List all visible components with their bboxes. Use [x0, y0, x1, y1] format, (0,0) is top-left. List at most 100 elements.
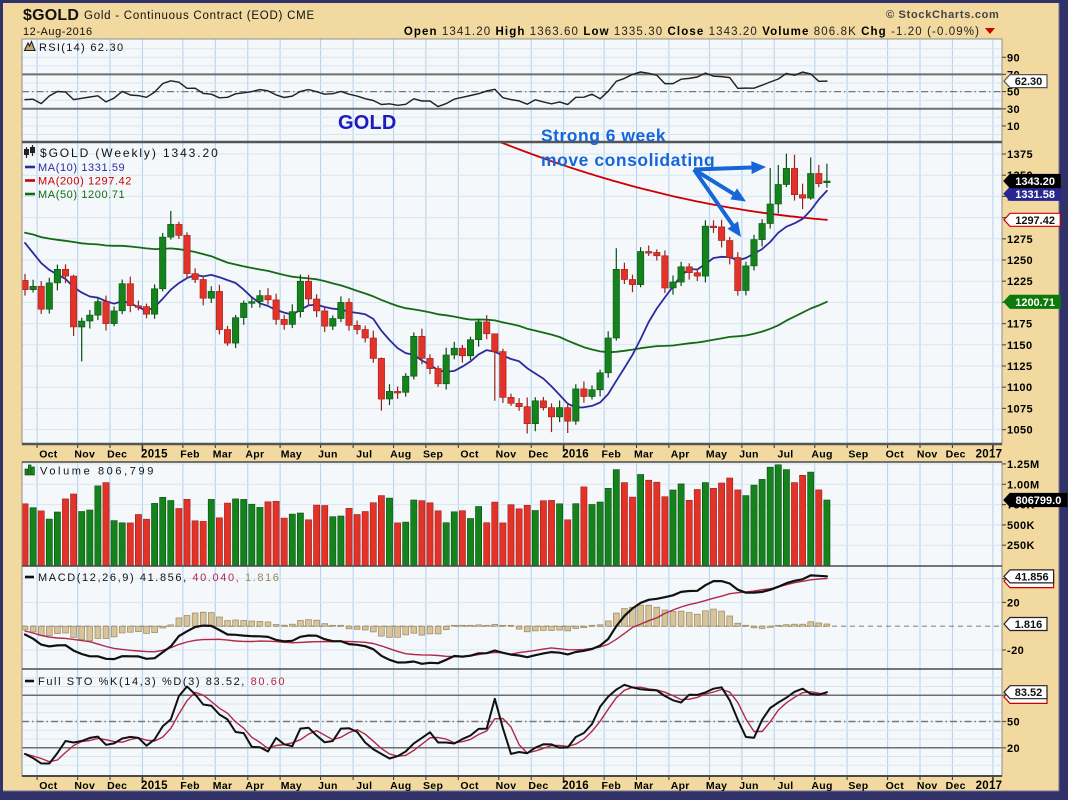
svg-text:Oct: Oct: [460, 780, 479, 792]
svg-text:MACD(12,26,9) 41.856, 40.040,: MACD(12,26,9) 41.856, 40.040, 1.816: [38, 572, 281, 584]
svg-text:Feb: Feb: [180, 449, 200, 461]
svg-text:2016: 2016: [562, 780, 589, 792]
svg-text:Jun: Jun: [739, 780, 759, 792]
svg-text:Sep: Sep: [848, 449, 868, 461]
svg-text:Oct: Oct: [886, 449, 905, 461]
svg-text:Oct: Oct: [39, 449, 58, 461]
svg-text:Jul: Jul: [777, 780, 793, 792]
svg-text:Open 1341.20 High 1363.60 Lo: Open 1341.20 High 1363.60 Low 1335.30 Cl…: [404, 26, 980, 38]
svg-text:2015: 2015: [141, 780, 168, 792]
svg-text:2017: 2017: [976, 780, 1003, 792]
svg-text:2016: 2016: [562, 449, 589, 461]
svg-text:MA(10) 1331.59: MA(10) 1331.59: [38, 162, 125, 174]
svg-text:1.816: 1.816: [1015, 619, 1043, 631]
svg-text:1200.71: 1200.71: [1015, 297, 1055, 309]
svg-text:62.30: 62.30: [1015, 76, 1043, 88]
svg-text:1297.42: 1297.42: [1015, 215, 1055, 227]
svg-text:Nov: Nov: [496, 449, 517, 461]
svg-text:Dec: Dec: [107, 780, 127, 792]
svg-text:1343.20: 1343.20: [1015, 176, 1055, 188]
svg-text:Jun: Jun: [739, 449, 759, 461]
svg-text:Apr: Apr: [245, 780, 264, 792]
svg-text:Nov: Nov: [496, 780, 517, 792]
svg-text:Jun: Jun: [318, 449, 338, 461]
svg-text:© StockCharts.com: © StockCharts.com: [886, 9, 1000, 21]
svg-text:Apr: Apr: [671, 449, 690, 461]
svg-text:Apr: Apr: [245, 449, 264, 461]
svg-text:Nov: Nov: [917, 449, 938, 461]
svg-text:250K: 250K: [1007, 540, 1035, 552]
svg-text:May: May: [281, 780, 302, 792]
svg-text:Feb: Feb: [180, 780, 200, 792]
svg-text:1275: 1275: [1007, 234, 1033, 246]
svg-text:Jul: Jul: [777, 449, 793, 461]
svg-text:1.00M: 1.00M: [1007, 479, 1040, 491]
svg-text:1125: 1125: [1007, 361, 1032, 373]
svg-text:Nov: Nov: [917, 780, 938, 792]
svg-text:Aug: Aug: [390, 780, 411, 792]
svg-text:1375: 1375: [1007, 149, 1033, 161]
svg-text:$GOLD: $GOLD: [23, 7, 79, 24]
svg-text:Aug: Aug: [811, 449, 832, 461]
svg-text:1225: 1225: [1007, 276, 1033, 288]
svg-text:GOLD: GOLD: [338, 112, 397, 134]
svg-text:1150: 1150: [1007, 340, 1032, 352]
svg-text:Dec: Dec: [107, 449, 127, 461]
svg-text:Jul: Jul: [356, 449, 372, 461]
svg-text:Dec: Dec: [946, 449, 966, 461]
svg-text:move consolidating: move consolidating: [541, 150, 715, 170]
svg-text:Mar: Mar: [634, 780, 654, 792]
svg-text:1075: 1075: [1007, 403, 1033, 415]
svg-text:500K: 500K: [1007, 520, 1035, 532]
svg-text:Dec: Dec: [528, 449, 548, 461]
svg-text:2015: 2015: [141, 449, 168, 461]
svg-text:MA(200) 1297.42: MA(200) 1297.42: [38, 176, 132, 188]
svg-text:Feb: Feb: [602, 780, 622, 792]
svg-text:Apr: Apr: [671, 780, 690, 792]
svg-text:1100: 1100: [1007, 382, 1032, 394]
svg-text:RSI(14) 62.30: RSI(14) 62.30: [39, 42, 124, 54]
svg-text:Nov: Nov: [74, 449, 95, 461]
svg-text:806799.0: 806799.0: [1015, 495, 1061, 507]
svg-text:-20: -20: [1007, 645, 1024, 657]
svg-text:Mar: Mar: [213, 780, 233, 792]
svg-text:Oct: Oct: [460, 449, 479, 461]
svg-text:May: May: [706, 780, 727, 792]
svg-text:Jun: Jun: [318, 780, 338, 792]
svg-text:Mar: Mar: [634, 449, 654, 461]
svg-text:41.856: 41.856: [1015, 571, 1049, 583]
svg-text:$GOLD (Weekly) 1343.20: $GOLD (Weekly) 1343.20: [40, 146, 220, 160]
svg-text:Jul: Jul: [356, 780, 372, 792]
svg-text:Oct: Oct: [39, 780, 58, 792]
svg-text:20: 20: [1007, 743, 1020, 755]
svg-text:30: 30: [1007, 104, 1020, 116]
svg-text:Sep: Sep: [848, 780, 868, 792]
svg-text:May: May: [281, 449, 302, 461]
svg-text:Sep: Sep: [423, 449, 443, 461]
svg-text:83.52: 83.52: [1015, 687, 1043, 699]
svg-text:Mar: Mar: [213, 449, 233, 461]
svg-text:Feb: Feb: [602, 449, 622, 461]
svg-text:2017: 2017: [976, 449, 1003, 461]
svg-text:Dec: Dec: [946, 780, 966, 792]
svg-text:May: May: [706, 449, 727, 461]
svg-text:Sep: Sep: [423, 780, 443, 792]
svg-text:50: 50: [1007, 87, 1020, 99]
svg-text:Aug: Aug: [811, 780, 832, 792]
svg-text:MA(50) 1200.71: MA(50) 1200.71: [38, 189, 125, 201]
svg-text:Strong 6 week: Strong 6 week: [541, 126, 666, 146]
svg-text:Aug: Aug: [390, 449, 411, 461]
svg-text:90: 90: [1007, 52, 1020, 64]
svg-text:50: 50: [1007, 717, 1020, 729]
svg-text:1250: 1250: [1007, 255, 1033, 267]
svg-text:Oct: Oct: [886, 780, 905, 792]
svg-text:12-Aug-2016: 12-Aug-2016: [23, 26, 93, 38]
svg-text:10: 10: [1007, 121, 1020, 133]
svg-text:1331.58: 1331.58: [1015, 189, 1055, 201]
svg-text:Full STO %K(14,3) %D(3) 83.52,: Full STO %K(14,3) %D(3) 83.52, 80.60: [38, 676, 286, 688]
svg-text:1175: 1175: [1007, 319, 1032, 331]
svg-text:1.25M: 1.25M: [1007, 459, 1040, 471]
svg-text:Gold - Continuous Contract (EO: Gold - Continuous Contract (EOD) CME: [84, 10, 315, 22]
svg-text:Volume 806,799: Volume 806,799: [40, 466, 156, 478]
svg-text:Dec: Dec: [528, 780, 548, 792]
